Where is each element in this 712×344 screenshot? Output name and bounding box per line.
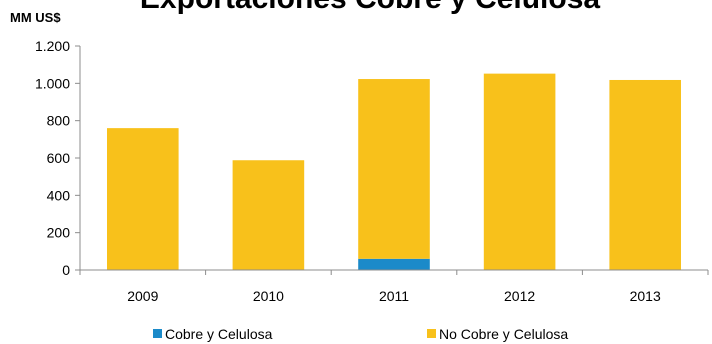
- legend-swatch: [427, 329, 436, 338]
- x-tick-label: 2011: [379, 288, 409, 304]
- y-tick-label: 600: [47, 150, 71, 166]
- legend-label: No Cobre y Celulosa: [439, 326, 568, 342]
- chart-title: Exportaciones Cobre y Celulosa: [140, 0, 600, 15]
- bar-cobre-celulosa-2011: [358, 258, 430, 270]
- y-tick-label: 1.000: [35, 75, 70, 91]
- legend: Cobre y Celulosa No Cobre y Celulosa: [153, 326, 568, 342]
- bar-no-cobre-celulosa-2012: [483, 73, 556, 270]
- bar-no-cobre-celulosa-2009: [107, 128, 179, 270]
- x-tick-label: 2012: [504, 288, 535, 304]
- x-axis: 2009 2010 2011 2012 2013: [79, 269, 709, 304]
- bar-no-cobre-celulosa-2010: [232, 160, 305, 270]
- y-axis: 0 200 400 600 800 1.000 1.200: [35, 38, 81, 278]
- legend-swatch: [153, 329, 162, 338]
- y-tick-label: 1.200: [35, 38, 70, 54]
- bar-no-cobre-celulosa-2013: [609, 79, 681, 271]
- x-tick-label: 2013: [630, 288, 661, 304]
- x-tick-label: 2009: [127, 288, 158, 304]
- bars: [107, 73, 681, 271]
- y-tick-label: 800: [47, 113, 71, 129]
- y-tick-label: 200: [47, 225, 71, 241]
- y-unit-label: MM US$: [10, 10, 61, 25]
- y-tick-label: 0: [62, 262, 70, 278]
- bar-no-cobre-celulosa-2011: [358, 79, 430, 259]
- y-tick-label: 400: [47, 187, 71, 203]
- x-tick-label: 2010: [253, 288, 284, 304]
- legend-label: Cobre y Celulosa: [165, 326, 273, 342]
